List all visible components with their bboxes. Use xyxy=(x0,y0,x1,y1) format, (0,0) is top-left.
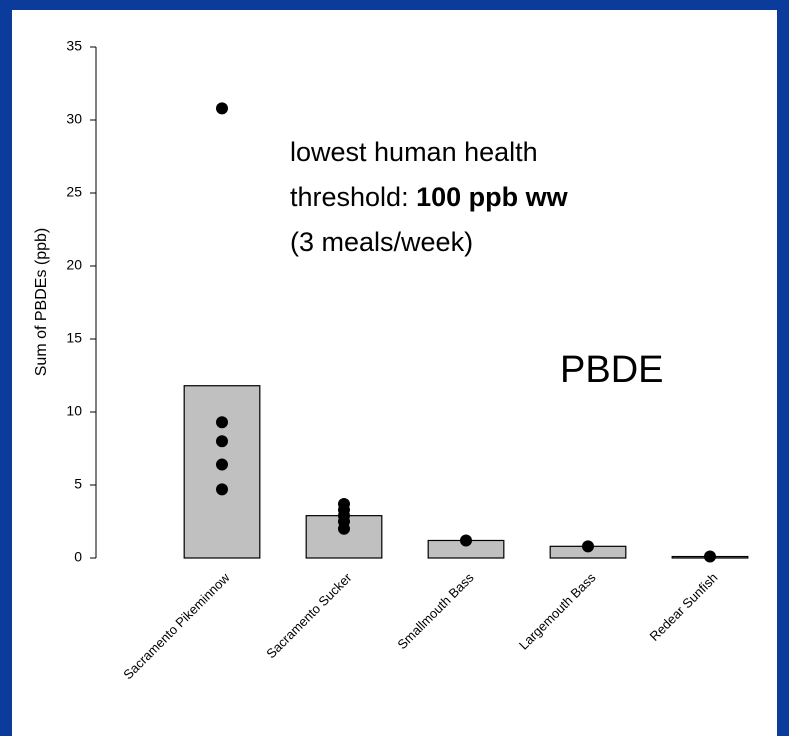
x-tick-label: Largemouth Bass xyxy=(516,570,599,653)
x-tick-label: Sacramento Sucker xyxy=(263,569,355,661)
data-point xyxy=(216,102,228,115)
data-point xyxy=(216,416,228,429)
bar xyxy=(183,385,261,559)
data-point xyxy=(704,550,716,563)
x-tick-label: Redear Sunfish xyxy=(647,570,721,644)
y-tick-label: 35 xyxy=(66,38,82,54)
annotation: threshold: 100 ppb ww xyxy=(290,182,569,212)
chart-label: PBDE xyxy=(560,349,663,391)
annotation: (3 meals/week) xyxy=(290,227,473,257)
y-tick-label: 0 xyxy=(74,549,82,565)
data-point xyxy=(582,540,594,553)
y-tick-label: 25 xyxy=(66,184,82,200)
x-tick-label: Smallmouth Bass xyxy=(394,570,476,652)
data-point xyxy=(338,522,350,535)
y-tick-label: 15 xyxy=(66,330,82,346)
annotation: lowest human health xyxy=(290,137,538,167)
data-point xyxy=(216,483,228,496)
data-point xyxy=(460,534,472,547)
y-tick-label: 20 xyxy=(66,257,82,273)
data-point xyxy=(216,435,228,448)
annotation: threshold: xyxy=(290,182,416,212)
slide xyxy=(12,10,777,736)
y-tick-label: 10 xyxy=(66,403,82,419)
y-axis-label: Sum of PBDEs (ppb) xyxy=(33,228,50,377)
y-tick-label: 30 xyxy=(66,111,82,127)
x-tick-label: Sacramento Pikeminnow xyxy=(120,570,233,683)
annotation: 100 ppb ww xyxy=(416,182,569,212)
data-point xyxy=(216,458,228,471)
y-tick-label: 5 xyxy=(74,476,82,492)
